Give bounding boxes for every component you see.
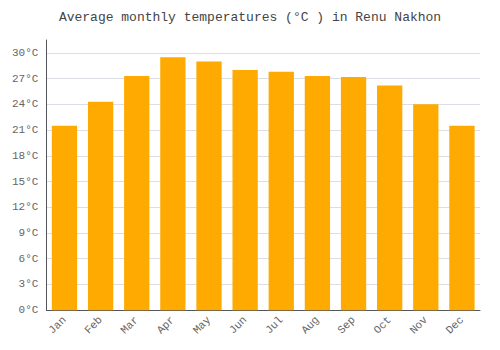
svg-text:Nov: Nov: [408, 314, 431, 337]
svg-text:Oct: Oct: [371, 314, 393, 336]
svg-text:May: May: [191, 314, 214, 337]
svg-text:12°C: 12°C: [12, 201, 39, 213]
svg-text:0°C: 0°C: [19, 304, 39, 316]
svg-text:Aug: Aug: [299, 314, 321, 336]
svg-text:Jan: Jan: [46, 314, 68, 336]
svg-text:Sep: Sep: [335, 314, 357, 336]
svg-text:30°C: 30°C: [12, 47, 39, 59]
svg-text:6°C: 6°C: [19, 253, 39, 265]
svg-text:21°C: 21°C: [12, 124, 39, 136]
svg-text:3°C: 3°C: [19, 278, 39, 290]
svg-text:Dec: Dec: [444, 314, 466, 336]
svg-text:Jul: Jul: [263, 314, 285, 336]
svg-text:15°C: 15°C: [12, 176, 39, 188]
svg-text:Average monthly temperatures (: Average monthly temperatures (°C ) in Re…: [59, 10, 441, 25]
svg-text:Mar: Mar: [119, 314, 141, 336]
svg-text:24°C: 24°C: [12, 98, 39, 110]
svg-text:Feb: Feb: [82, 314, 104, 336]
svg-text:Jun: Jun: [227, 314, 249, 336]
svg-text:27°C: 27°C: [12, 73, 39, 85]
svg-text:18°C: 18°C: [12, 150, 39, 162]
svg-text:9°C: 9°C: [19, 227, 39, 239]
svg-text:Apr: Apr: [155, 314, 177, 336]
